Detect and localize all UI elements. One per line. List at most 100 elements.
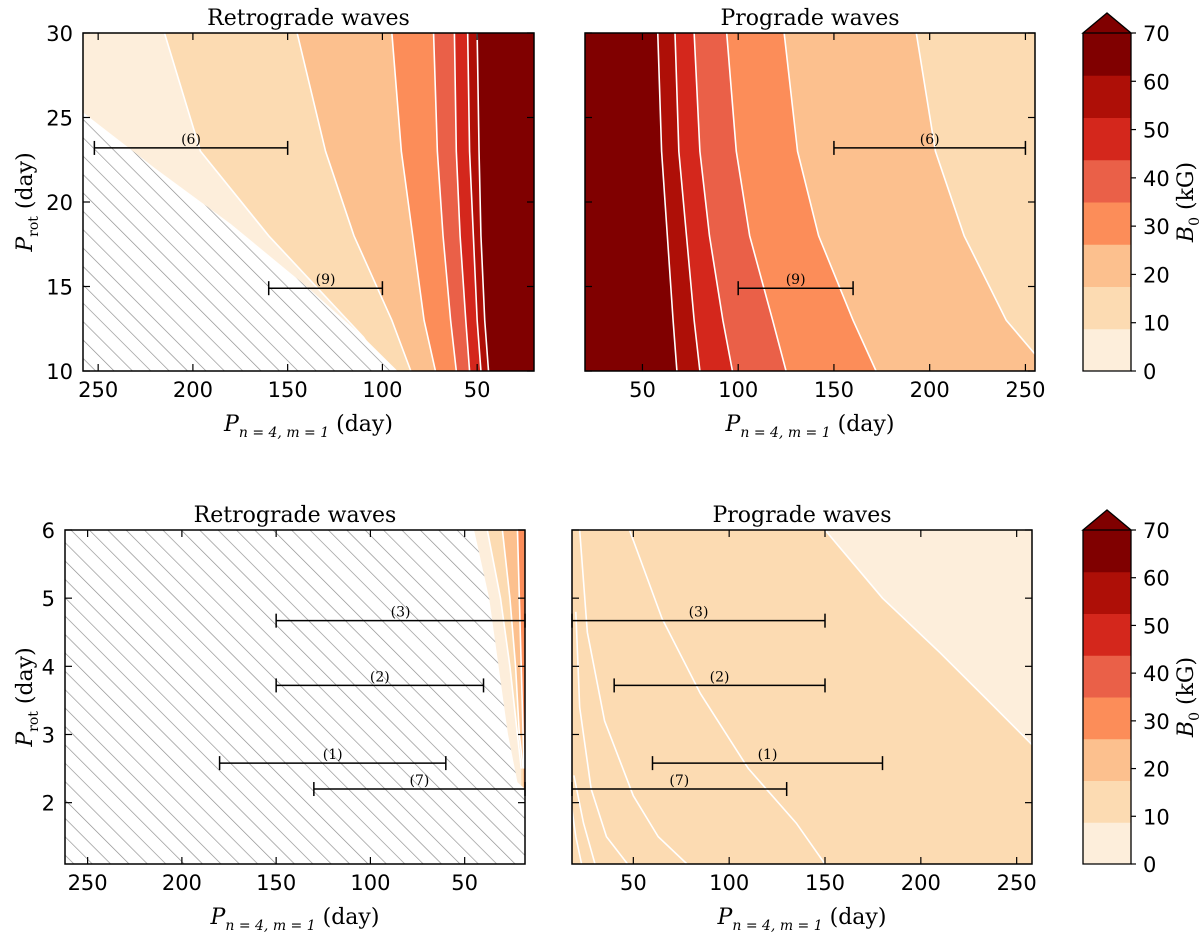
colorbar-tick-label: 0 xyxy=(1143,853,1156,877)
contour-line-50 xyxy=(693,33,734,371)
contour-line-60 xyxy=(674,33,701,371)
x-tick-label: 100 xyxy=(718,378,758,402)
y-tick-label: 4 xyxy=(42,655,55,679)
colorbar-tick-label: 20 xyxy=(1143,263,1170,287)
y-tick-label: 3 xyxy=(42,723,55,747)
y-axis-label: Prot (day) xyxy=(13,152,42,252)
panel-title: Retrograde waves xyxy=(194,503,397,528)
colorbar-tick-label: 40 xyxy=(1143,662,1170,686)
contour-line-70 xyxy=(656,33,678,371)
colorbar-tick-label: 70 xyxy=(1143,519,1170,543)
contour-line-30 xyxy=(578,530,688,864)
panel-title: Retrograde waves xyxy=(207,6,410,31)
y-tick-label: 2 xyxy=(42,792,55,816)
colorbar-swatch xyxy=(1083,244,1131,287)
contour-line-60 xyxy=(466,33,482,371)
y-tick-label: 5 xyxy=(42,587,55,611)
x-tick-label: 50 xyxy=(629,378,656,402)
range-bar-9: (9) xyxy=(737,272,854,296)
panel-bottom-retrograde: (3) (2) (1) (7) 250 200 150 100 50 2 3 4 5 6 Retrograd… xyxy=(13,503,526,934)
range-bar-2: (2) xyxy=(275,669,485,693)
colorbar-swatch xyxy=(1083,328,1131,372)
colorbar-swatch xyxy=(1083,780,1131,823)
x-tick-label: 150 xyxy=(268,378,308,402)
range-bar-3: (3) xyxy=(275,605,526,628)
y-tick-label: 10 xyxy=(46,360,73,384)
range-bar-label: (7) xyxy=(410,773,430,789)
colorbar-swatch xyxy=(1083,655,1131,698)
range-bar-label: (3) xyxy=(689,605,709,621)
x-tick-label: 250 xyxy=(68,871,108,895)
colorbar-tick-label: 70 xyxy=(1143,22,1170,46)
colorbar-extend-arrow xyxy=(1081,509,1133,531)
range-bar-label: (2) xyxy=(370,669,390,685)
x-tick-label: 50 xyxy=(620,871,647,895)
colorbar-swatch xyxy=(1083,33,1131,76)
contour-band-70 xyxy=(477,33,534,371)
colorbar-swatch xyxy=(1083,75,1131,118)
range-bar-1: (1) xyxy=(651,747,884,771)
x-tick-label: 100 xyxy=(350,871,390,895)
range-bar-label: (2) xyxy=(710,669,730,685)
colorbar-label: B0 (kG) xyxy=(1174,657,1200,738)
contour-band-30 xyxy=(517,530,525,864)
colorbar-tick-label: 30 xyxy=(1143,710,1170,734)
colorbar-tick-label: 60 xyxy=(1143,70,1170,94)
range-bar-1: (1) xyxy=(218,747,447,771)
x-tick-label: 150 xyxy=(814,378,854,402)
panel-title: Prograde waves xyxy=(720,6,899,31)
range-bar-7: (7) xyxy=(313,773,526,797)
colorbar-top: 0 10 20 30 40 50 60 70 B0 (kG) xyxy=(1081,12,1200,384)
y-tick-label: 25 xyxy=(46,107,73,131)
x-axis-label: Pn = 4, m = 1 (day) xyxy=(725,412,895,441)
panel-title: Prograde waves xyxy=(712,503,891,528)
contour-line-20 xyxy=(296,33,412,371)
contour-line-20 xyxy=(628,530,826,864)
x-tick-label: 250 xyxy=(1005,378,1045,402)
colorbar-tick-label: 0 xyxy=(1143,360,1156,384)
colorbar-swatch xyxy=(1083,822,1131,865)
colorbar-tick-label: 40 xyxy=(1143,167,1170,191)
x-tick-label: 50 xyxy=(464,378,491,402)
y-tick-label: 30 xyxy=(46,22,73,46)
y-axis-label: Prot (day) xyxy=(13,647,42,747)
x-tick-label: 250 xyxy=(997,871,1037,895)
colorbar-swatch xyxy=(1083,613,1131,656)
panel-top-retrograde: (6) (9) 250 200 150 100 50 10 15 20 25 30 Retrograde… xyxy=(13,6,535,441)
colorbar-swatch xyxy=(1083,202,1131,245)
y-tick-label: 6 xyxy=(42,519,55,543)
contour-band-10 xyxy=(572,530,1032,864)
colorbar-label: B0 (kG) xyxy=(1174,162,1200,243)
range-bar-label: (1) xyxy=(323,747,343,763)
contour-line-10 xyxy=(486,530,523,769)
x-tick-label: 150 xyxy=(805,871,845,895)
panel-bottom-prograde: (3) (2) (1) (7) 50 100 150 200 250 Prograde waves… xyxy=(571,503,1037,934)
colorbar-swatch xyxy=(1083,159,1131,203)
hatched-excluded-region xyxy=(83,112,398,371)
contour-band-20 xyxy=(916,33,1035,371)
colorbar-swatch xyxy=(1083,286,1131,330)
contour-line-60 xyxy=(572,809,583,864)
x-axis-label: Pn = 4, m = 1 (day) xyxy=(223,412,393,441)
range-bar-label: (3) xyxy=(391,605,411,621)
contour-line-40 xyxy=(725,33,787,371)
colorbar-swatch xyxy=(1083,571,1131,614)
x-tick-label: 250 xyxy=(78,378,118,402)
range-bar-6: (6) xyxy=(833,132,1027,155)
colorbar-tick-label: 30 xyxy=(1143,215,1170,239)
colorbar-tick-label: 20 xyxy=(1143,758,1170,782)
colorbar-tick-label: 10 xyxy=(1143,805,1170,829)
colorbar-tick-label: 10 xyxy=(1143,312,1170,336)
contour-line-30 xyxy=(783,33,877,371)
colorbar-swatch xyxy=(1083,117,1131,161)
colorbar-extend-arrow xyxy=(1081,12,1133,34)
range-bar-label: (6) xyxy=(920,132,940,148)
x-axis-label: Pn = 4, m = 1 (day) xyxy=(717,905,887,934)
colorbar-swatch xyxy=(1083,738,1131,781)
contour-line-50 xyxy=(573,775,596,864)
range-bar-label: (9) xyxy=(316,272,336,288)
x-tick-label: 200 xyxy=(162,871,202,895)
colorbar-tick-label: 50 xyxy=(1143,614,1170,638)
x-tick-label: 50 xyxy=(451,871,478,895)
